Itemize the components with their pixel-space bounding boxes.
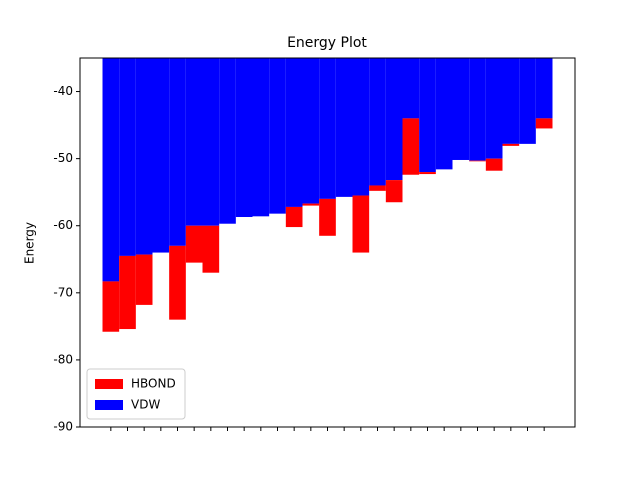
bar — [152, 58, 170, 253]
bar — [185, 225, 203, 263]
bar — [535, 58, 553, 119]
bar — [485, 58, 503, 159]
bar — [419, 172, 436, 175]
bar — [285, 58, 303, 207]
bar — [302, 203, 320, 206]
bar — [135, 254, 153, 305]
bar — [419, 58, 436, 173]
bar — [469, 58, 486, 161]
bar — [485, 158, 503, 171]
bar — [452, 58, 470, 160]
bar — [385, 58, 403, 181]
y-tick-label: -70 — [53, 285, 73, 299]
bar — [302, 58, 320, 204]
bar — [369, 185, 386, 191]
bar — [535, 118, 553, 129]
bar — [169, 58, 186, 246]
legend-label: HBOND — [131, 377, 176, 391]
legend-label: VDW — [131, 398, 160, 412]
bar — [135, 58, 153, 255]
y-tick-label: -80 — [53, 352, 73, 366]
bar — [119, 58, 136, 256]
bar — [369, 58, 386, 186]
bar — [435, 58, 453, 170]
y-axis-label: Energy — [23, 222, 37, 264]
bar — [169, 245, 186, 320]
bar — [219, 58, 236, 224]
y-tick-label: -60 — [53, 218, 73, 232]
bar — [502, 58, 520, 144]
bar — [402, 58, 420, 119]
bar — [319, 58, 336, 199]
y-tick-label: -40 — [53, 84, 73, 98]
bar — [285, 206, 303, 228]
bar — [519, 58, 536, 144]
bar — [202, 58, 220, 226]
bar — [269, 58, 286, 214]
bar — [185, 58, 203, 226]
bar — [402, 118, 420, 175]
bar — [469, 160, 486, 162]
bar — [235, 58, 253, 218]
bar — [502, 143, 520, 146]
y-tick-label: -90 — [53, 420, 73, 434]
bar — [352, 195, 370, 253]
bar — [252, 58, 270, 217]
bar — [335, 58, 353, 197]
y-tick-label: -50 — [53, 151, 73, 165]
bar — [319, 198, 336, 236]
bar — [102, 58, 120, 282]
bars — [102, 58, 553, 332]
chart-title: Energy Plot — [287, 35, 367, 51]
bar — [119, 255, 136, 330]
bar — [102, 281, 120, 332]
bar — [385, 180, 403, 203]
bar — [352, 58, 370, 196]
bar — [202, 225, 220, 273]
legend-swatch — [95, 400, 123, 410]
legend-swatch — [95, 379, 123, 389]
